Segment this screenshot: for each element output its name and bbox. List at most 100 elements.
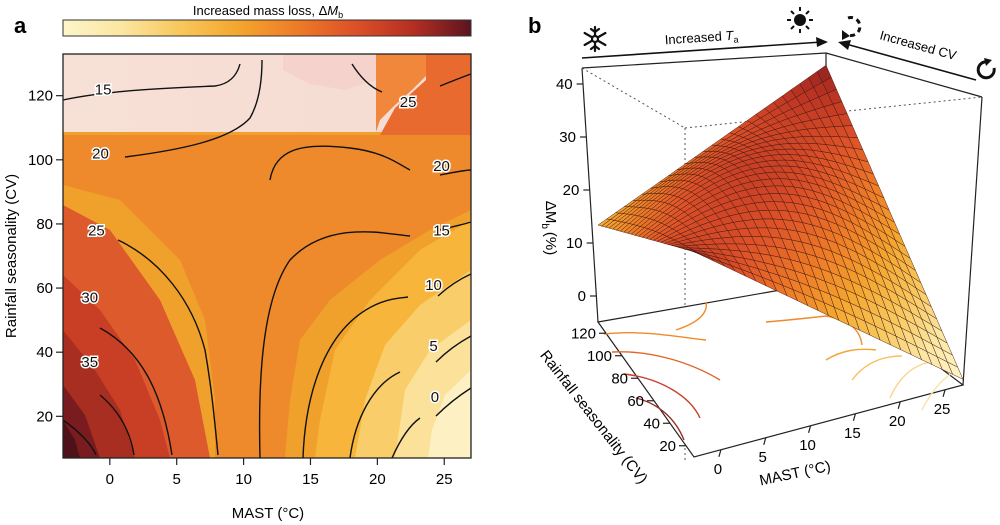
heatmap-region-mid [63,135,471,458]
heatmap-x-tick-label: 25 [436,471,453,488]
colorbar-label: Increased mass loss, ΔMb [193,3,343,20]
contour-line-5-edge [435,335,472,363]
contour-line-25 [117,239,219,456]
heatmap-x-axis-label: MAST (°C) [232,505,304,522]
heatmap-x-tick-label: 20 [369,471,386,488]
contour-label: 20 [433,158,450,175]
heatmap-x-tick-label: 15 [302,471,319,488]
contour-line-20-left [124,59,263,158]
heatmap-y-tick-label: 60 [36,280,53,297]
floor-contours [603,301,955,441]
contour-label: 5 [429,338,437,355]
contour-label: 20 [92,145,109,162]
contour-line-25-top [351,63,383,93]
contour-line-0 [391,417,421,459]
contour-line-20-edge [439,169,472,176]
surface-axes: 0 10 20 30 40 0 5 10 15 20 25 20 40 60 80 100 120 [556,76,950,478]
surface-x-tick-label: 5 [759,449,767,466]
contour-label: 25 [400,94,417,111]
surface-z-tick-label: 10 [566,235,583,252]
panel-b-label: b [528,13,541,38]
surface-mesh [597,64,964,380]
surface-y-tick-label: 120 [571,325,596,342]
dashed-cycle-icon [842,16,862,40]
temperature-arrow: Increased Ta [581,27,828,59]
contour-label: 30 [81,290,98,307]
surface-x-tick-label: 10 [799,437,816,454]
contour-label: 0 [431,389,439,406]
contour-line-10-edge [437,273,472,297]
cv-arrow: Increased CV [838,27,977,81]
contour-label: 15 [433,222,450,239]
heatmap-region-pale-pink [283,54,376,90]
floor-contour [765,315,863,346]
heatmap-y-tick-label: 100 [28,152,53,169]
surface-x-tick-label: 0 [714,461,722,478]
sun-icon [787,7,813,33]
heatmap-x-tick-label: 0 [106,471,114,488]
floor-contour [921,371,955,411]
colorbar: Increased mass loss, ΔMb [62,3,472,37]
contour-label: 15 [95,81,112,98]
contour-line-10 [302,296,409,459]
contour-label: 25 [88,222,105,239]
heatmap-region-corner [380,54,471,135]
heatmap-frame [62,53,472,459]
heatmap-y-tick-label: 20 [36,408,53,425]
surface-y-tick-label: 20 [659,438,676,455]
heatmap-region-peak [63,420,80,458]
heatmap-x-tick-label: 5 [173,471,181,488]
contour-line-15-edge [439,221,472,231]
heatmap-x-tick-label: 10 [235,471,252,488]
heatmap-y-axis-label: Rainfall seasonality (CV) [3,174,20,338]
surface-y-tick-label: 60 [627,393,644,410]
floor-contour [851,355,903,381]
surface-x-tick [852,413,856,421]
surface-x-tick [718,449,722,457]
floor-contour [675,301,707,331]
surface-y-tick-label: 40 [643,415,660,432]
surface-x-tick [942,389,946,397]
panel-a-label: a [14,13,27,38]
surface-z-axis-label: ΔMb(%) [539,201,559,255]
surface-z-tick-label: 40 [556,76,573,93]
contour-line-5 [349,371,401,459]
surface-z-tick-label: 20 [563,182,580,199]
cycle-icon [976,58,996,80]
panel-b: b [528,7,996,490]
colorbar-gradient [62,19,472,37]
surface-y-tick-label: 100 [587,348,612,365]
heatmap-y-tick-label: 80 [36,216,53,233]
surface-y-tick-label: 80 [611,370,628,387]
surface-x-tick [807,425,812,433]
contour-line-35 [99,394,135,456]
floor-contour [635,397,685,441]
floor-contour [603,332,707,341]
surface-x-tick [763,437,767,445]
contour-line-15-left [62,63,241,101]
heatmap-y-tick-label: 120 [28,88,53,105]
floor-contour [825,348,877,361]
contour-label: 35 [81,354,98,371]
heatmap-region-min [428,370,471,458]
snowflake-icon [583,25,607,53]
contour-line-20-right [269,145,411,181]
contour-line-25-right [439,73,472,87]
contour-label: 10 [425,277,442,294]
heatmap-y-tick-label: 40 [36,344,53,361]
cv-arrow-label: Increased CV [878,27,958,63]
floor-contour [623,373,701,419]
surface-cell [946,361,964,380]
floor-contour [611,351,721,381]
panel-a: a Increased mass loss, ΔMb [3,3,472,522]
surface-x-tick [897,401,901,409]
temperature-arrow-label: Increased Ta [664,27,739,49]
contour-labels: 15 25 20 20 25 15 10 30 5 35 0 [80,80,452,408]
surface-z-tick-label: 0 [578,288,586,305]
contour-line-0-edge [435,387,472,417]
surface-x-tick-label: 15 [844,425,861,442]
contour-line-30 [99,327,173,456]
surface-x-axis-label: MAST (°C) [758,458,832,490]
